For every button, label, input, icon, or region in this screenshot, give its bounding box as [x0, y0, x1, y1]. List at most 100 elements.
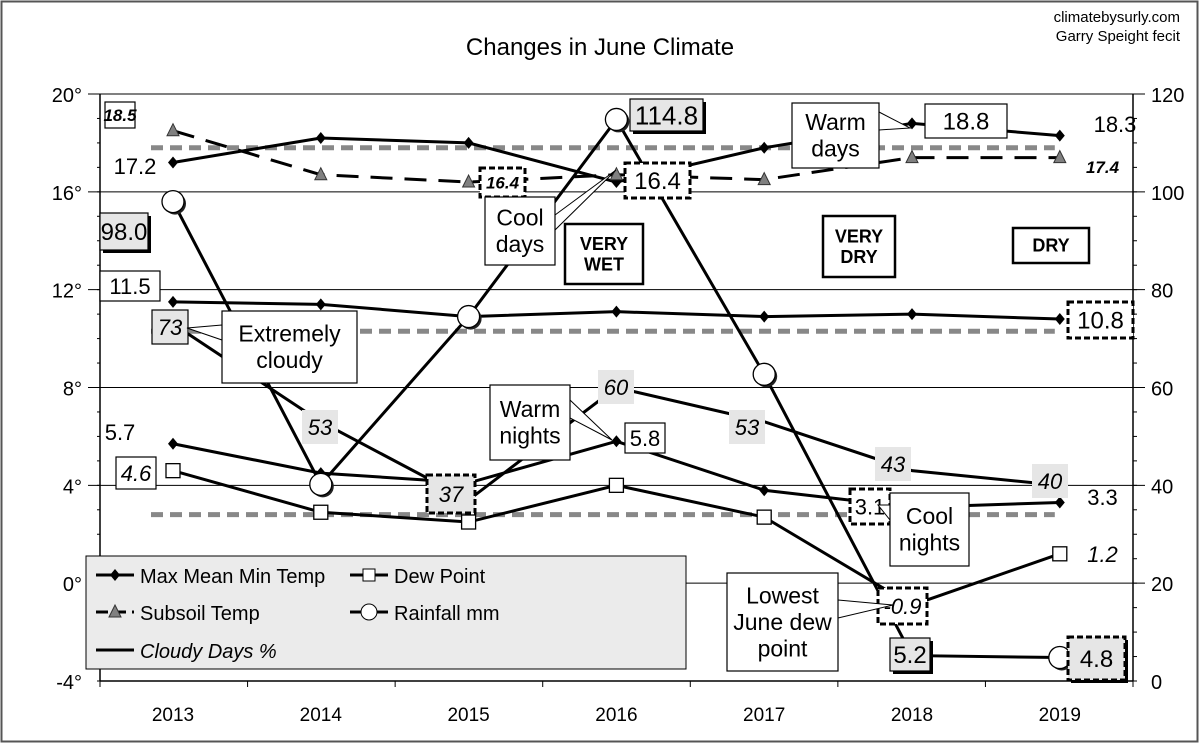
annotation-text: cloudy	[256, 347, 323, 373]
max-temp-point	[168, 156, 178, 169]
max-temp-point	[759, 141, 770, 154]
annotation-text: nights	[899, 530, 960, 556]
mean-temp-point	[907, 308, 917, 321]
subsoil-temp-point	[905, 149, 919, 164]
data-label-box	[889, 637, 931, 672]
dew-point-point	[756, 509, 772, 525]
annotation-text: Lowest	[746, 582, 819, 608]
annotation-box-cool-nights	[889, 492, 970, 567]
data-label: 5.2	[893, 642, 926, 669]
x-tick-label: 2015	[447, 705, 489, 726]
legend-label: Max Mean Min Temp	[140, 566, 325, 588]
mean-temp-point	[1054, 313, 1065, 326]
mean-temp-point	[168, 295, 178, 308]
rainfall-mm-point	[309, 472, 333, 497]
annotation-box-very-wet	[563, 222, 645, 286]
max-temp-point	[463, 136, 474, 149]
x-tick-label: 2016	[595, 705, 637, 726]
data-label-box	[1066, 300, 1135, 340]
subsoil-temp-point	[1052, 149, 1067, 164]
x-tick-label: 2017	[743, 705, 785, 726]
data-label: 5.7	[105, 420, 136, 445]
data-label-box	[425, 473, 477, 515]
dew-point-point	[313, 504, 329, 520]
legend-diamond-marker	[110, 569, 120, 581]
annotation-text: Cool	[496, 205, 543, 231]
dew-point-point	[608, 477, 625, 493]
annotation-text: June dew	[733, 609, 832, 635]
data-label: 4.8	[1080, 646, 1113, 673]
data-label-bg	[729, 410, 765, 444]
right-tick-label: 40	[1151, 476, 1173, 498]
dew-point-point	[460, 514, 477, 530]
data-label: 1.2	[1087, 542, 1118, 567]
data-label: 53	[308, 415, 333, 440]
annotation-text: DRY	[1032, 236, 1069, 256]
data-label: 4.6	[121, 461, 152, 486]
data-label-box	[924, 103, 1008, 139]
data-label-box	[115, 456, 157, 490]
subsoil-temp-point	[461, 173, 476, 188]
annotation-box-warm-nights	[489, 384, 571, 461]
mean-temp-point	[611, 305, 622, 318]
legend-label: Rainfall mm	[394, 603, 500, 625]
legend-label: Dew Point	[394, 566, 486, 588]
x-tick-label: 2014	[300, 705, 343, 726]
right-tick-label: 80	[1151, 281, 1173, 303]
annotation-text: Cool	[906, 503, 953, 529]
annotation-text: point	[758, 635, 808, 661]
data-label: 17.4	[1086, 158, 1120, 177]
dew-point-point	[1052, 546, 1068, 562]
legend-circle-marker	[360, 603, 378, 621]
data-label-box	[99, 270, 161, 302]
legend-square-marker	[362, 568, 376, 582]
annotation-text: VERY	[835, 226, 883, 246]
legend-triangle-marker	[108, 603, 122, 618]
x-tick-label: 2019	[1039, 705, 1081, 726]
annotation-text: VERY	[580, 234, 628, 254]
right-tick-label: 100	[1151, 183, 1184, 205]
data-label: 5.8	[630, 426, 661, 451]
annotation-text: days	[496, 231, 545, 257]
left-tick-label: 20°	[52, 85, 82, 107]
data-label: 98.0	[101, 219, 148, 246]
annotation-text: DRY	[840, 247, 877, 267]
mean-temp-point	[759, 310, 770, 323]
data-label: 17.2	[114, 154, 157, 179]
rainfall-mm-point	[161, 189, 185, 214]
data-label: 16.4	[634, 168, 681, 195]
data-label: 43	[881, 452, 906, 477]
left-tick-label: 12°	[52, 281, 82, 303]
data-label: 10.8	[1077, 308, 1124, 335]
max-temp-point	[907, 117, 917, 130]
data-label-bg	[1032, 464, 1068, 498]
annotation-text: nights	[499, 423, 560, 449]
left-tick-label: 0°	[63, 574, 82, 596]
dew-point-point	[165, 463, 181, 479]
right-tick-label: 20	[1151, 574, 1173, 596]
data-label: 53	[735, 415, 760, 440]
data-label-box	[624, 422, 666, 454]
legend-label: Subsoil Temp	[140, 603, 260, 625]
data-label-box	[629, 98, 704, 132]
data-label-box	[104, 101, 136, 129]
data-label: 73	[158, 315, 183, 340]
min-temp-point	[611, 435, 622, 448]
annotation-text: days	[811, 136, 860, 162]
data-label: 114.8	[635, 100, 698, 130]
data-label-box	[1066, 635, 1127, 682]
min-temp-point	[168, 437, 178, 450]
rainfall-mm-point	[752, 362, 776, 386]
annotation-box-very-dry	[821, 214, 897, 279]
data-label: 16.4	[486, 174, 520, 193]
mean-temp-point	[315, 298, 326, 311]
data-label: 11.5	[109, 274, 150, 299]
right-tick-label: 120	[1151, 85, 1184, 107]
data-label-box	[151, 309, 189, 345]
subsoil-temp-point	[166, 122, 180, 137]
max-temp-point	[1054, 129, 1065, 142]
data-label-box	[623, 161, 692, 200]
x-tick-label: 2013	[152, 705, 194, 726]
